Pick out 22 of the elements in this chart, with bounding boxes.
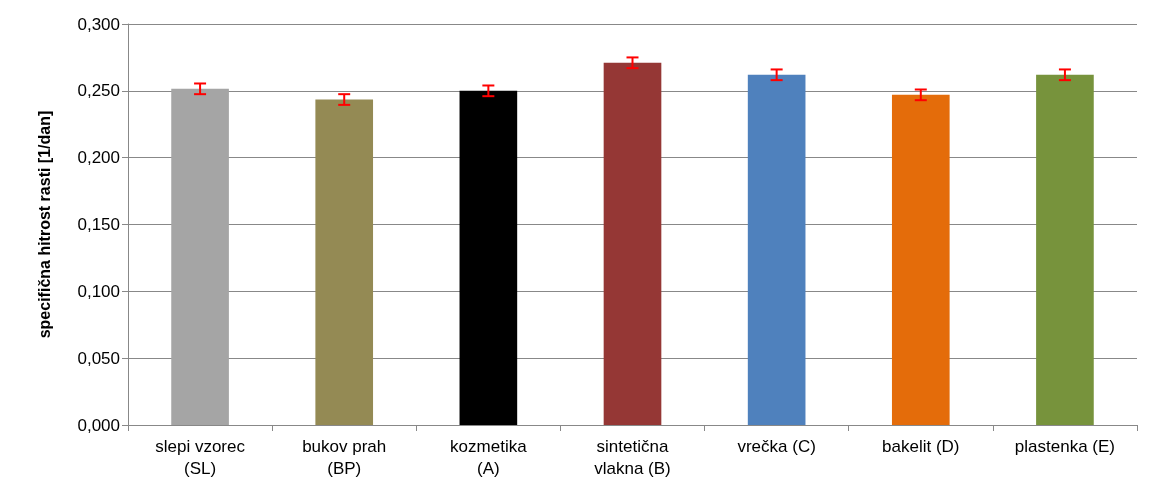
bar [459, 90, 518, 425]
x-tick-label: vrečka (C) [737, 436, 816, 456]
y-tick-label: 0,000 [77, 415, 120, 435]
y-tick-label: 0,250 [77, 81, 120, 101]
x-tick-label: kozmetika (A) [450, 436, 528, 478]
y-tick-label: 0,150 [77, 215, 120, 234]
x-tick-label: plastenka (E) [1014, 436, 1116, 456]
y-tick-label: 0,200 [77, 148, 120, 168]
x-tick-label: slepi vzorec (SL) [155, 436, 246, 478]
bar [315, 99, 374, 425]
y-tick-label: 0,050 [77, 348, 120, 368]
bar [603, 62, 662, 425]
y-tick-label: 0,100 [77, 281, 120, 301]
bar [171, 88, 229, 425]
bar [1036, 74, 1094, 425]
x-tick-label: bukov prah (BP) [302, 436, 387, 478]
x-tick-label: bakelit (D) [882, 436, 960, 456]
y-axis-title: specifična hitrost rasti [1/dan] [35, 110, 53, 339]
bar [747, 74, 806, 425]
y-tick-label: 0,300 [77, 14, 120, 34]
bar [891, 94, 950, 425]
x-tick-label: sintetična vlakna (B) [594, 436, 671, 478]
